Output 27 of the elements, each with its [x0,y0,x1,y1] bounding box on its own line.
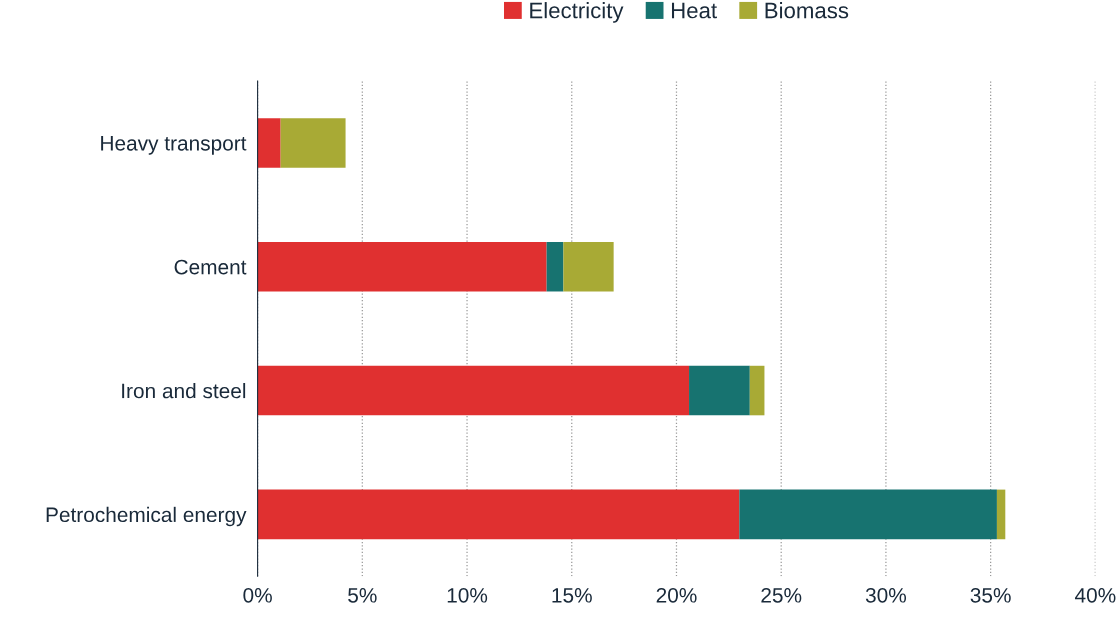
x-tick-label: 15% [552,588,592,603]
x-tick-label: 25% [761,587,802,603]
bar [996,489,1006,540]
x-tick-label: 40% [1074,587,1116,603]
y-tick-label: Iron and steel [122,382,246,399]
bar [257,365,690,416]
y-tick-label: Heavy transport [101,136,247,155]
y-tick-label: Petrochemical energy [46,506,247,527]
x-tick-label: 5% [348,588,377,603]
x-tick-label: 35% [970,587,1011,603]
y-tick-label: Cement [174,259,247,275]
bar [689,365,750,416]
legend-label: Biomass [765,2,849,19]
bar [280,118,346,168]
bar [257,241,547,292]
bar [546,241,564,292]
bar [563,241,614,292]
x-tick-label: 20% [656,587,697,603]
bar [749,365,765,416]
x-tick-label: 0% [243,587,272,603]
legend-label: Electricity [530,2,624,23]
bar [257,118,281,168]
x-tick-label: 10% [447,587,488,603]
legend-label: Heat [671,2,717,19]
bar [739,489,997,540]
x-tick-label: 30% [865,587,907,603]
bar [257,489,740,540]
